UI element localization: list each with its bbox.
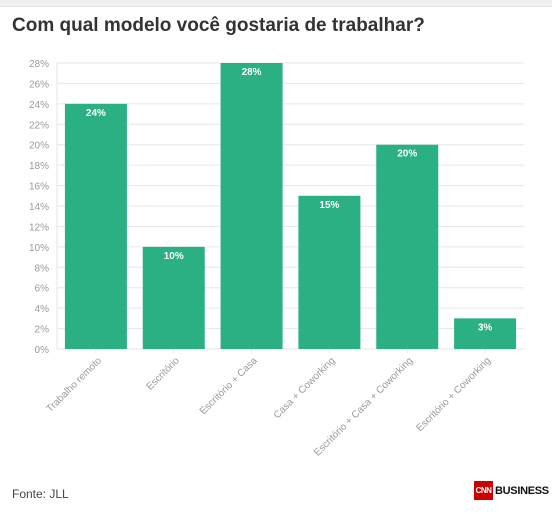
y-tick-label: 20% xyxy=(29,141,49,152)
bar xyxy=(298,195,361,349)
chart-title: Com qual modelo você gostaria de trabalh… xyxy=(12,15,425,36)
y-tick-label: 16% xyxy=(29,182,49,193)
bar xyxy=(220,63,283,349)
y-tick-label: 0% xyxy=(35,345,50,356)
bar-value-label: 24% xyxy=(86,108,106,119)
cnn-logo-badge: CNN xyxy=(474,481,493,500)
bar-value-label: 10% xyxy=(164,251,184,262)
y-tick-label: 28% xyxy=(29,59,49,70)
bar xyxy=(376,144,439,349)
bar xyxy=(64,103,127,349)
bar-chart: 0% 2% 4% 6% 8% 10% 12% 14% 16% 18% 20% 22% 24% 26% 28%… xyxy=(29,59,524,459)
y-tick-label: 10% xyxy=(29,243,49,254)
bar xyxy=(142,246,205,349)
bar xyxy=(454,318,517,349)
y-tick-label: 26% xyxy=(29,79,49,90)
bar-value-label: 20% xyxy=(397,149,417,160)
y-tick-label: 6% xyxy=(35,284,50,295)
y-tick-label: 14% xyxy=(29,202,49,213)
bar-value-label: 28% xyxy=(242,67,262,78)
bar-value-label: 15% xyxy=(319,200,339,211)
y-tick-label: 2% xyxy=(35,325,50,336)
y-tick-label: 4% xyxy=(35,304,50,315)
x-tick-label: Escritório xyxy=(145,355,183,393)
business-wordmark: BUSINESS xyxy=(495,484,549,497)
y-tick-label: 18% xyxy=(29,161,49,172)
y-tick-label: 24% xyxy=(29,100,49,111)
bar-value-label: 3% xyxy=(478,322,493,333)
top-rule xyxy=(0,0,552,7)
x-tick-label: Escritório + Casa xyxy=(198,355,260,417)
y-tick-label: 12% xyxy=(29,222,49,233)
x-tick-label: Casa + Coworking xyxy=(272,355,338,421)
y-tick-label: 22% xyxy=(29,120,49,131)
x-tick-label: Trabalho remoto xyxy=(45,355,105,415)
source-note: Fonte: JLL xyxy=(12,487,69,501)
y-tick-label: 8% xyxy=(35,263,50,274)
x-tick-label: Escritório + Coworking xyxy=(414,355,493,434)
cnn-business-logo: CNN BUSINESS xyxy=(474,481,549,500)
